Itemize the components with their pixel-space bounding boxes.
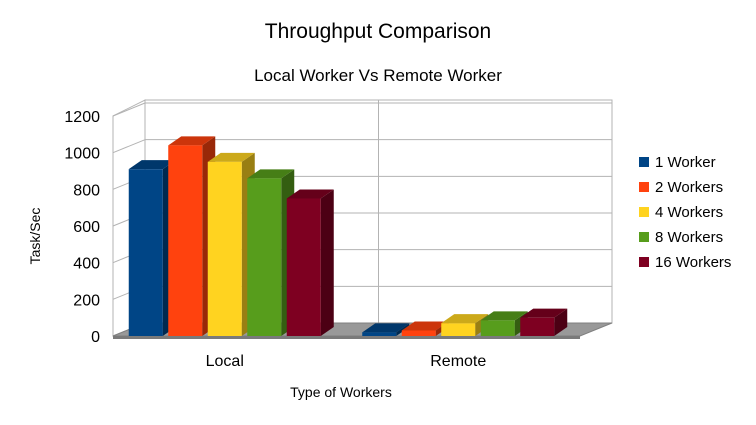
bar-top xyxy=(286,189,334,199)
y-tick-label: 1000 xyxy=(64,146,100,163)
x-tick-label: Remote xyxy=(430,353,486,370)
bar-top xyxy=(362,323,410,333)
bar-top xyxy=(520,308,568,318)
bar xyxy=(128,169,163,336)
bar xyxy=(207,161,242,336)
bar-top xyxy=(401,321,449,331)
bar xyxy=(520,317,555,336)
y-tick-label: 1200 xyxy=(64,109,100,126)
y-tick-label: 800 xyxy=(73,182,100,199)
gridline-side xyxy=(112,102,146,117)
bar-top xyxy=(168,136,216,146)
chart-subtitle: Local Worker Vs Remote Worker xyxy=(254,66,502,85)
bar-top xyxy=(480,311,528,321)
bar xyxy=(247,178,282,336)
bar-top xyxy=(128,160,176,170)
bar-top xyxy=(207,152,255,162)
legend-swatch xyxy=(639,257,649,267)
bar-side xyxy=(320,189,334,336)
bar-side xyxy=(554,308,568,336)
legend-swatch xyxy=(639,157,649,167)
y-tick-label: 400 xyxy=(73,256,100,273)
legend-swatch xyxy=(639,182,649,192)
bar xyxy=(401,330,436,336)
gridline-side xyxy=(112,139,146,154)
legend-label: 2 Workers xyxy=(655,179,723,196)
bar-side xyxy=(396,323,410,336)
y-tick-label: 200 xyxy=(73,292,100,309)
y-axis-title: Task/Sec xyxy=(27,208,43,265)
bar xyxy=(286,198,321,336)
bar-top xyxy=(247,169,295,179)
y-tick-label: 600 xyxy=(73,219,100,236)
legend-swatch xyxy=(639,232,649,242)
chart-title: Throughput Comparison xyxy=(264,20,492,43)
bar xyxy=(480,320,515,336)
bar-top xyxy=(441,314,489,324)
legend-label: 8 Workers xyxy=(655,229,723,246)
x-tick-label: Local xyxy=(206,353,244,370)
legend-label: 4 Workers xyxy=(655,204,723,221)
plot-floor-edge xyxy=(113,336,580,339)
legend-swatch xyxy=(639,207,649,217)
x-axis-title: Type of Workers xyxy=(290,384,392,400)
bar xyxy=(441,323,476,336)
y-tick-label: 0 xyxy=(91,329,100,346)
legend-label: 16 Workers xyxy=(655,254,731,271)
bar xyxy=(168,145,203,336)
legend-label: 1 Worker xyxy=(655,154,716,171)
bar xyxy=(362,332,397,336)
